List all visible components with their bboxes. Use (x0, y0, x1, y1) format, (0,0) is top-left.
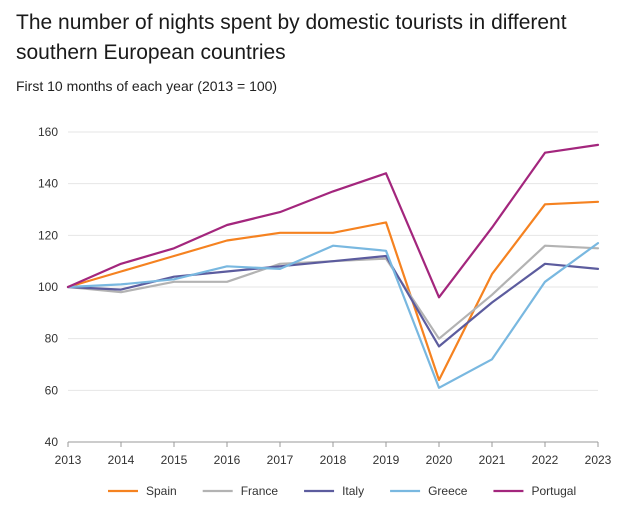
y-tick-label: 140 (38, 177, 58, 191)
x-tick-label: 2019 (373, 453, 400, 467)
legend: Spain France Italy Greece Portugal (108, 484, 576, 498)
series-line-france (66, 244, 600, 340)
x-tick-label: 2016 (214, 453, 241, 467)
axes: 40 60 80 100 120 140 160 2013 2014 2015 2016 2017 20… (38, 125, 612, 467)
chart-subtitle: First 10 months of each year (2013 = 100… (16, 78, 278, 94)
legend-label-spain: Spain (146, 484, 177, 498)
x-tick-label: 2017 (267, 453, 294, 467)
x-tick-label: 2015 (161, 453, 188, 467)
y-tick-label: 40 (45, 435, 59, 449)
series-lines (66, 143, 600, 389)
y-tick-label: 80 (45, 332, 59, 346)
y-tick-label: 160 (38, 125, 58, 139)
x-tick-label: 2013 (55, 453, 82, 467)
x-tick-label: 2020 (426, 453, 453, 467)
x-tick-label: 2022 (532, 453, 559, 467)
y-tick-label: 120 (38, 228, 58, 242)
x-tick-label: 2021 (479, 453, 506, 467)
series-line-spain (66, 200, 600, 382)
chart-title: The number of nights spent by domestic t… (16, 11, 567, 64)
series-line-greece (66, 242, 600, 389)
legend-label-greece: Greece (428, 484, 468, 498)
x-tick-label: 2018 (320, 453, 347, 467)
x-tick-label: 2023 (585, 453, 612, 467)
y-tick-label: 60 (45, 383, 59, 397)
legend-label-france: France (241, 484, 279, 498)
legend-label-portugal: Portugal (531, 484, 576, 498)
legend-label-italy: Italy (342, 484, 364, 498)
series-line-portugal (66, 143, 600, 299)
x-tick-label: 2014 (108, 453, 135, 467)
grid-lines (68, 131, 598, 391)
y-tick-label: 100 (38, 280, 58, 294)
